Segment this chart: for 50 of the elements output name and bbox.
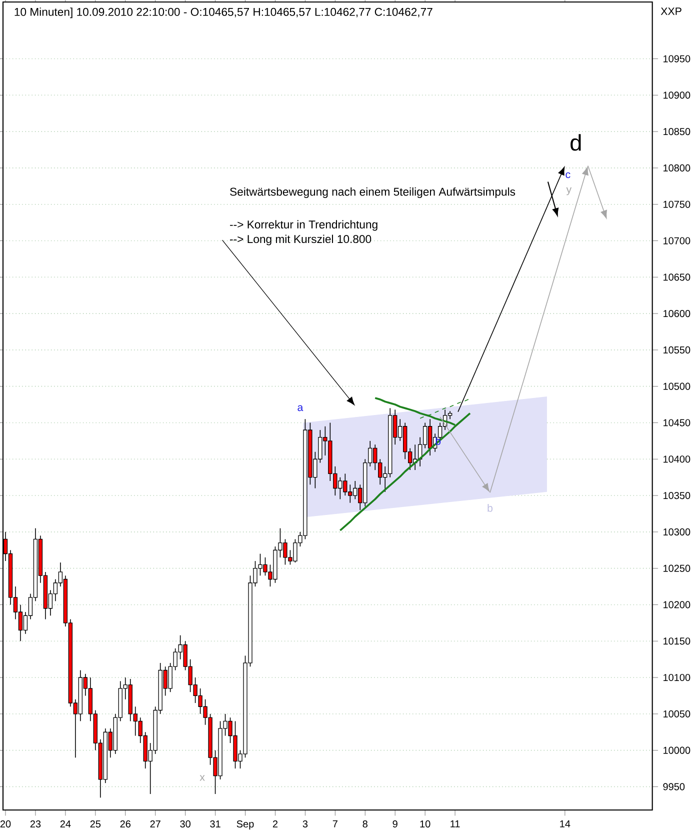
x-tick-label: 27 — [150, 820, 160, 828]
x-tick-label: Sep — [236, 820, 254, 830]
annotation: --> Korrektur in Trendrichtung — [230, 220, 378, 231]
y-tick-label: 10600 — [663, 310, 690, 318]
y-tick-label: 10250 — [663, 564, 690, 572]
y-tick-label: 10050 — [663, 710, 690, 718]
x-tick-label: 23 — [30, 820, 41, 828]
y-tick-label: 9950 — [663, 783, 685, 790]
x-tick-label: 20 — [0, 820, 11, 828]
y-tick-label: 10900 — [663, 92, 690, 99]
x-tick-label: 7 — [332, 820, 338, 828]
x-tick-label: 8 — [362, 820, 368, 828]
y-tick-label: 10550 — [663, 346, 690, 354]
annotation: Seitwärtsbewegung nach einem 5teiligen Aufwärtsimpuls — [230, 187, 516, 198]
y-tick-label: 10750 — [663, 200, 690, 208]
y-tick-label: 10350 — [663, 492, 690, 500]
x-tick-label: 24 — [60, 820, 71, 828]
y-tick-label: 10100 — [663, 674, 690, 682]
y-tick-label: 10400 — [663, 456, 690, 463]
x-tick-label: 30 — [180, 820, 190, 828]
y-tick-label: 10700 — [663, 237, 690, 244]
x-tick-label: 3 — [302, 820, 308, 828]
y-tick-label: 10500 — [663, 382, 690, 390]
annotation: c — [566, 172, 570, 178]
y-tick-label: 10300 — [663, 528, 690, 536]
chart-title: 10 Minuten] 10.09.2010 22:10:00 - O:10465,57 H:10465,57 L:10462,77 C:10462,77 — [14, 8, 432, 18]
annotation: x — [200, 775, 205, 781]
y-tick-label: 10000 — [663, 746, 690, 754]
y-tick-label: 10200 — [663, 601, 690, 608]
x-tick-label: 31 — [210, 820, 220, 828]
x-tick-label: 26 — [120, 820, 130, 828]
annotation: --> Long mit Kursziel 10.800 — [230, 234, 372, 246]
annotation: b — [436, 437, 441, 445]
y-tick-label: 10150 — [663, 638, 690, 645]
text: XXP — [660, 8, 682, 15]
x-tick-label: 14 — [560, 820, 570, 828]
x-tick-label: 9 — [392, 820, 398, 828]
annotation: b — [488, 504, 493, 512]
x-tick-label: 2 — [272, 820, 278, 828]
y-tick-label: 10450 — [663, 419, 690, 426]
y-tick-label: 10850 — [663, 128, 690, 136]
annotation: d — [570, 134, 581, 151]
y-tick-label: 10650 — [663, 274, 690, 281]
annotation: y — [566, 187, 572, 196]
y-tick-label: 10800 — [663, 164, 690, 172]
x-tick-label: 10 — [420, 820, 430, 828]
x-tick-label: 25 — [90, 820, 101, 828]
annotation: a — [298, 405, 304, 412]
y-tick-label: 10950 — [663, 55, 690, 62]
x-tick-label: 11 — [450, 820, 460, 828]
